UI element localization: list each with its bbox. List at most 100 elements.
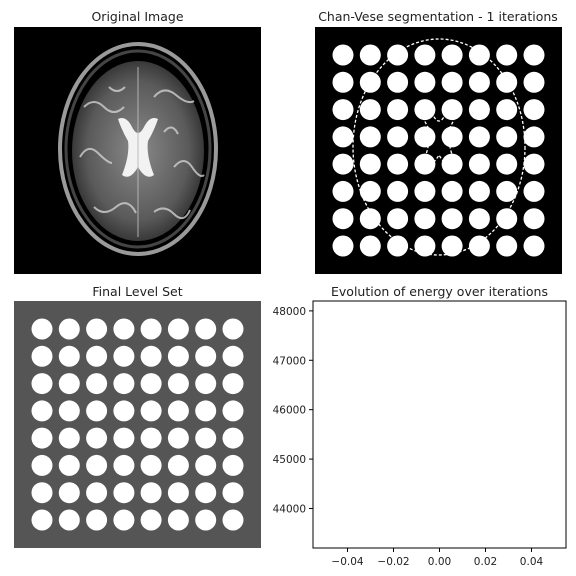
segmentation-circle-r4-c2	[359, 126, 381, 148]
segmentation-circle-r4-c3	[387, 126, 409, 148]
energy-xtick-label: −0.02	[377, 556, 409, 568]
segmentation-circle-r2-c4	[414, 71, 436, 93]
segmentation-circle-r5-c1	[332, 153, 354, 175]
segmentation-circle-r3-c4	[414, 99, 436, 121]
level-set-circle-r6-c1	[31, 454, 53, 476]
segmentation-circle-r7-c4	[414, 208, 436, 230]
segmentation-circle-r1-c5	[441, 44, 463, 66]
level-set-circle-r6-c4	[113, 454, 135, 476]
level-set-circle-r2-c2	[58, 345, 80, 367]
skull-outline	[58, 42, 218, 256]
segmented-ventricle-contour	[418, 105, 460, 166]
segmentation-circle-r8-c6	[468, 235, 490, 257]
segmentation-circle-r1-c4	[414, 44, 436, 66]
level-set-circle-r5-c1	[31, 427, 53, 449]
level-set-circle-r1-c1	[31, 318, 53, 340]
segmentation-circle-r5-c4	[414, 153, 436, 175]
level-set-circle-r5-c5	[140, 427, 162, 449]
level-set-circle-r4-c4	[113, 400, 135, 422]
energy-xtick-label: 0.02	[474, 556, 497, 568]
level-set-circle-r4-c6	[167, 400, 189, 422]
level-set-circle-r1-c2	[58, 318, 80, 340]
segmented-skull-contour	[352, 38, 526, 256]
segmentation-image	[315, 27, 562, 274]
level-set-circle-r1-c5	[140, 318, 162, 340]
level-set-circle-r8-c1	[31, 509, 53, 531]
segmentation-circle-r6-c2	[359, 180, 381, 202]
level-set-circle-r5-c7	[195, 427, 217, 449]
level-set-circle-r8-c3	[86, 509, 108, 531]
level-set-circle-r2-c4	[113, 345, 135, 367]
level-set-circle-r8-c5	[140, 509, 162, 531]
energy-ytick-label: 47000	[273, 355, 306, 367]
segmentation-circle-r1-c7	[496, 44, 518, 66]
segmentation-circle-r8-c8	[523, 235, 545, 257]
segmentation-circle-r5-c2	[359, 153, 381, 175]
energy-chart-title: Evolution of energy over iterations	[331, 284, 548, 299]
energy-xtick-label: −0.04	[331, 556, 363, 568]
segmentation-circle-r2-c6	[468, 71, 490, 93]
segmentation-circle-r8-c2	[359, 235, 381, 257]
level-set-circle-r7-c2	[58, 482, 80, 504]
level-set-circle-r5-c4	[113, 427, 135, 449]
segmentation-circle-r1-c8	[523, 44, 545, 66]
level-set-circle-r4-c3	[86, 400, 108, 422]
segmentation-circle-r2-c8	[523, 71, 545, 93]
level-set-circle-r2-c7	[195, 345, 217, 367]
level-set-circle-r4-c8	[222, 400, 244, 422]
segmentation-circle-r4-c8	[523, 126, 545, 148]
segmentation-circle-r1-c6	[468, 44, 490, 66]
level-set-circle-r3-c2	[58, 373, 80, 395]
segmentation-circle-r4-c6	[468, 126, 490, 148]
segmentation-circle-r6-c6	[468, 180, 490, 202]
segmentation-circle-r5-c7	[496, 153, 518, 175]
segmentation-circle-r7-c1	[332, 208, 354, 230]
level-set-circle-r4-c1	[31, 400, 53, 422]
segmentation-circle-r2-c5	[441, 71, 463, 93]
segmentation-circle-r4-c4	[414, 126, 436, 148]
segmentation-circle-r3-c7	[496, 99, 518, 121]
segmentation-circle-r5-c6	[468, 153, 490, 175]
segmentation-circle-r7-c3	[387, 208, 409, 230]
level-set-circle-r4-c7	[195, 400, 217, 422]
level-set-circle-r7-c1	[31, 482, 53, 504]
level-set-circle-r4-c2	[58, 400, 80, 422]
segmentation-circle-r7-c8	[523, 208, 545, 230]
segmentation-circle-r4-c7	[496, 126, 518, 148]
segmentation-circle-r7-c2	[359, 208, 381, 230]
level-set-circle-r8-c7	[195, 509, 217, 531]
segmentation-circle-r5-c5	[441, 153, 463, 175]
segmentation-circle-r4-c5	[441, 126, 463, 148]
segmentation-circle-r3-c3	[387, 99, 409, 121]
segmentation-circle-r6-c3	[387, 180, 409, 202]
level-set-circle-r7-c8	[222, 482, 244, 504]
level-set-circle-r8-c2	[58, 509, 80, 531]
level-set-circle-r3-c8	[222, 373, 244, 395]
level-set-circle-r6-c2	[58, 454, 80, 476]
level-set-circle-r3-c4	[113, 373, 135, 395]
energy-plot-area	[312, 300, 567, 549]
level-set-circle-r6-c8	[222, 454, 244, 476]
energy-ytick-label: 44000	[273, 503, 306, 515]
energy-ytick-label: 45000	[273, 454, 306, 466]
level-set-circle-r5-c2	[58, 427, 80, 449]
energy-chart: 44000 45000 46000 47000 48000 −0.04 −0.02 0.00…	[273, 300, 567, 568]
level-set-circle-r2-c5	[140, 345, 162, 367]
segmentation-circle-r3-c6	[468, 99, 490, 121]
level-set-circle-r2-c8	[222, 345, 244, 367]
segmentation-circle-r5-c3	[387, 153, 409, 175]
segmentation-circle-r5-c8	[523, 153, 545, 175]
segmentation-circle-r2-c2	[359, 71, 381, 93]
level-set-circle-r1-c6	[167, 318, 189, 340]
energy-xtick-label: 0.04	[520, 556, 544, 568]
segmentation-circle-r8-c3	[387, 235, 409, 257]
segmentation-circle-r8-c5	[441, 235, 463, 257]
level-set-circle-r5-c6	[167, 427, 189, 449]
segmentation-circle-r1-c1	[332, 44, 354, 66]
level-set-circle-r2-c1	[31, 345, 53, 367]
level-set-circle-r5-c8	[222, 427, 244, 449]
segmentation-circle-r2-c7	[496, 71, 518, 93]
level-set-circle-r7-c3	[86, 482, 108, 504]
level-set-circle-r7-c4	[113, 482, 135, 504]
segmentation-circle-r3-c1	[332, 99, 354, 121]
